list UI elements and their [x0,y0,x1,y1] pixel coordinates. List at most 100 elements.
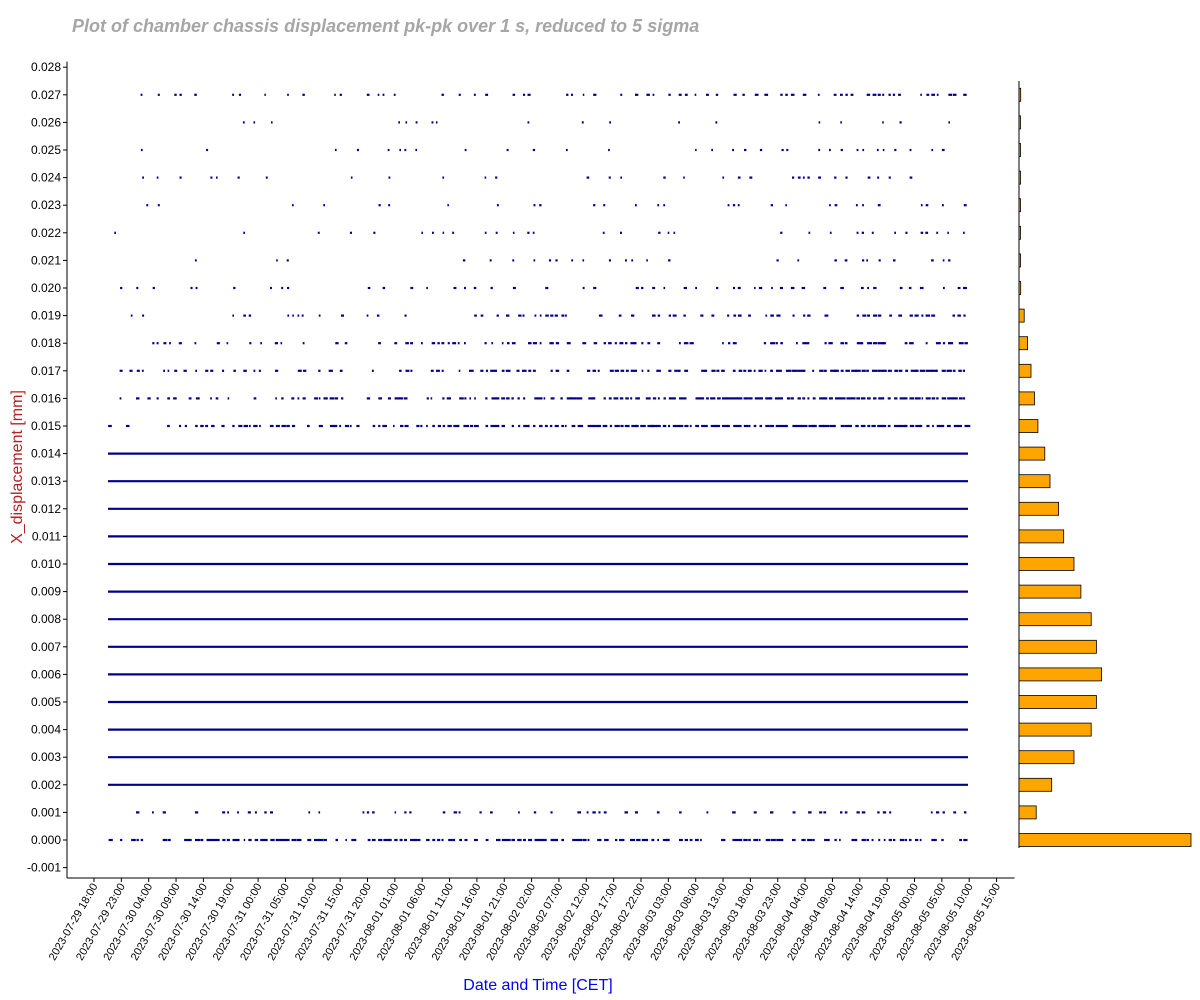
scatter-point [387,838,392,842]
scatter-point [473,286,477,290]
scatter-point [823,286,827,290]
scatter-point [856,314,860,317]
scatter-point [248,314,252,317]
scatter-point [522,314,525,317]
scatter-point [926,93,930,96]
scatter-point [634,342,637,345]
scatter-point [545,286,549,290]
scatter-point [291,397,295,400]
scatter-point [840,369,844,372]
scatter-point [479,811,482,814]
scatter-point [178,342,182,345]
scatter-point [501,424,505,428]
scatter-point [808,231,811,234]
scatter-point [549,342,554,345]
scatter-point [807,342,810,345]
scatter-point [108,424,112,428]
scatter-point [807,314,811,317]
scatter-point [275,838,282,842]
scatter-point [695,397,701,400]
scatter-point [490,369,495,372]
scatter-point [737,204,740,207]
scatter-point [941,369,946,372]
scatter-point [931,93,935,96]
scatter-point [823,811,827,814]
scatter-point [759,397,763,400]
scatter-point [210,369,214,372]
scatter-point [743,369,747,372]
histogram-bar [1018,143,1021,157]
scatter-point [495,369,497,372]
scatter-point [824,314,829,317]
scatter-point [258,369,261,372]
scatter-point [377,93,380,96]
scatter-point [915,838,919,842]
scatter-point [630,342,636,345]
scatter-point [533,424,536,428]
scatter-point [722,176,725,179]
scatter-point [442,397,445,400]
scatter-point [851,838,856,842]
scatter-point [452,342,457,345]
scatter-point [931,148,934,152]
scatter-point [399,369,402,372]
scatter-point [167,838,171,842]
scatter-point [318,397,321,400]
scatter-point [452,838,456,842]
histogram-bar [1018,584,1082,599]
scatter-point [566,148,568,152]
scatter-point [555,342,560,345]
scatter-point [914,314,919,317]
scatter-point [829,424,835,428]
scatter-point [608,259,611,262]
scatter-point [405,369,410,372]
scatter-point [188,838,192,842]
scatter-point [280,342,283,345]
scatter-point [259,424,261,428]
scatter-point [920,424,923,428]
histogram-bar [1018,115,1021,130]
histogram-bar [1018,253,1021,268]
scatter-point [577,838,583,842]
scatter-point [484,231,487,234]
scatter-point [156,397,159,400]
scatter-point [801,424,808,428]
scatter-point [448,838,453,842]
scatter-point [882,811,887,814]
scatter-point [539,424,543,428]
scatter-point [210,397,212,400]
scatter-point [840,148,843,152]
scatter-point [840,342,845,345]
scatter-point [527,231,530,234]
scatter-point [748,397,753,400]
scatter-point [812,369,815,372]
scatter-point [850,424,852,428]
scatter-point [706,424,708,428]
scatter-point [695,148,697,152]
scatter-point [287,286,290,290]
y-tick-label: 0.000 [31,833,61,847]
scatter-point [366,314,369,317]
scatter-point [758,369,763,372]
scatter-point [776,369,782,372]
scatter-point [936,424,943,428]
scatter-point [930,811,933,814]
scatter-point [281,424,286,428]
scatter-point [732,811,736,814]
scatter-point [942,259,945,262]
scatter-point [167,397,170,400]
scatter-point [652,286,656,290]
scatter-point [909,342,914,345]
scatter-point [307,838,312,842]
scatter-point [572,838,577,842]
scatter-point [925,231,929,234]
scatter-point [877,424,883,428]
scatter-point [840,93,843,96]
y-tick-label: 0.013 [31,474,61,488]
scatter-point [957,424,962,428]
y-tick-label: -0.001 [27,861,61,875]
scatter-point [335,838,338,842]
scatter-point [506,397,510,400]
scatter-point [463,424,470,428]
scatter-point [287,93,289,96]
